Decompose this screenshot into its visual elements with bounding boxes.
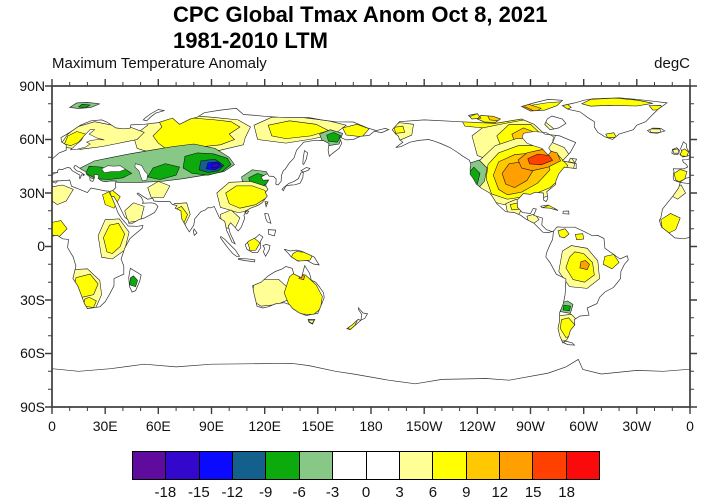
colorbar-cell-4 <box>265 452 299 479</box>
units-label: degC <box>654 55 690 72</box>
colorbar-cell-1 <box>165 452 199 479</box>
cb-label-3: 3 <box>395 484 404 501</box>
colorbar-cell-8 <box>398 452 433 479</box>
major-tick-marks <box>45 79 697 414</box>
coastline-layer <box>51 97 691 408</box>
page-title: CPC Global Tmax Anom Oct 8, 2021 1981-20… <box>173 2 548 54</box>
colorbar-cell-12 <box>532 452 566 479</box>
cb-label-9: 9 <box>462 484 471 501</box>
cb-label-neg15: -15 <box>188 484 210 501</box>
lon-label-0w: 0 <box>686 418 694 434</box>
colorbar-cell-3 <box>232 452 266 479</box>
cb-label-neg3: -3 <box>325 484 340 501</box>
world-map-canvas <box>45 79 697 414</box>
lon-label-120w: 120W <box>459 418 496 434</box>
lon-label-0e: 0 <box>48 418 56 434</box>
cb-label-0: 0 <box>361 484 371 501</box>
minor-tick-marks <box>48 82 694 411</box>
cb-label-12: 12 <box>491 484 509 501</box>
map-plot-area <box>51 86 691 408</box>
cb-label-neg12: -12 <box>221 484 244 501</box>
colorbar-cell-5 <box>298 452 333 479</box>
colorbar-cell-13 <box>565 452 600 479</box>
lat-label-60n: 60N <box>19 131 45 147</box>
lat-label-30n: 30N <box>19 185 45 201</box>
colorbar-cell-2 <box>198 452 233 479</box>
lat-label-90s: 90S <box>20 399 45 415</box>
lon-label-180: 180 <box>359 418 383 434</box>
colorbar-cell-6 <box>332 452 366 479</box>
cb-label-15: 15 <box>524 484 542 501</box>
cb-label-6: 6 <box>428 484 438 501</box>
lon-label-120e: 120E <box>248 418 282 434</box>
colorbar-cell-10 <box>465 452 499 479</box>
lon-label-90w: 90W <box>516 418 545 434</box>
subtitle-left: Maximum Temperature Anomaly <box>52 55 267 72</box>
colorbar-cell-9 <box>432 452 466 479</box>
lon-label-30w: 30W <box>622 418 652 434</box>
colorbar <box>132 451 600 480</box>
cb-label-neg6: -6 <box>292 484 306 501</box>
lon-label-60e: 60E <box>145 418 171 434</box>
lon-label-60w: 60W <box>569 418 599 434</box>
title-line2: 1981-2010 LTM <box>173 28 328 53</box>
title-line1: CPC Global Tmax Anom Oct 8, 2021 <box>173 2 548 27</box>
cb-label-18: 18 <box>558 484 575 501</box>
cb-label-neg9: -9 <box>259 484 273 501</box>
cb-label-neg18: -18 <box>154 484 177 501</box>
lon-label-90e: 90E <box>199 418 224 434</box>
lat-label-0: 0 <box>37 238 45 254</box>
water-bodies-layer <box>69 129 554 182</box>
lon-label-150e: 150E <box>301 418 335 434</box>
lat-label-60s: 60S <box>20 345 45 361</box>
colorbar-cell-7 <box>365 452 399 479</box>
lon-label-30e: 30E <box>92 418 118 434</box>
lat-label-90n: 90N <box>19 78 45 94</box>
colorbar-cell-11 <box>498 452 533 479</box>
colorbar-cell-0 <box>133 452 166 479</box>
lon-label-150w: 150W <box>405 418 443 434</box>
lat-label-30s: 30S <box>20 292 45 308</box>
